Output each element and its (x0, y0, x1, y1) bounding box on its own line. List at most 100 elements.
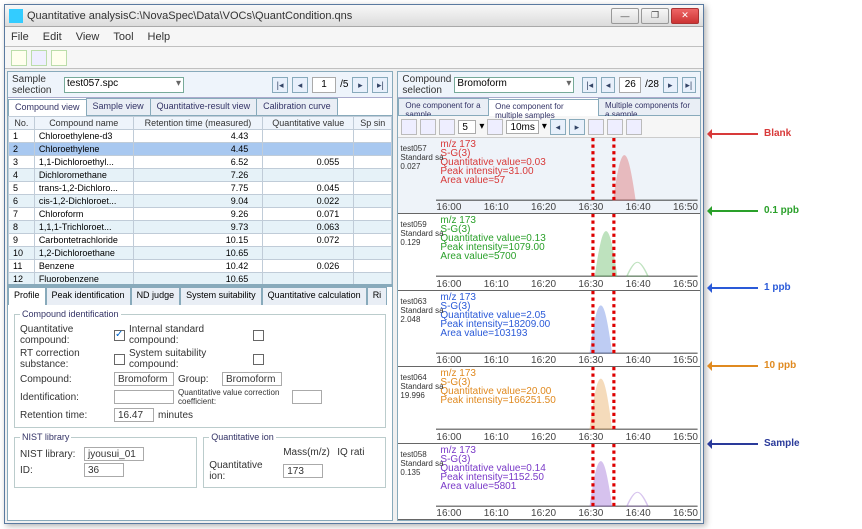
table-row[interactable]: 1Chloroethylene-d34.43 (9, 130, 392, 143)
col-hdr[interactable]: Compound name (34, 117, 133, 130)
chromatogram[interactable]: m/z 173S-G(3)Quantitative value=2.05Peak… (398, 291, 700, 367)
table-row[interactable]: 31,1-Dichloroethyl...6.520.055 (9, 156, 392, 169)
nist-lib-value[interactable]: jyousui_01 (84, 447, 144, 461)
tab-sample-view[interactable]: Sample view (86, 98, 151, 115)
minimize-button[interactable]: — (611, 8, 639, 24)
col-hdr[interactable]: Retention time (measured) (133, 117, 263, 130)
cmp-first-button[interactable]: |◂ (582, 77, 597, 93)
mass-hdr: Mass(m/z) (283, 447, 333, 458)
table-row[interactable]: 101,2-Dichloroethane10.65 (9, 247, 392, 260)
chrom-prev[interactable]: ◂ (550, 119, 566, 135)
sample-first-button[interactable]: |◂ (272, 77, 288, 93)
chromatogram[interactable]: m/z 173S-G(3)Quantitative value=0.14Peak… (398, 444, 700, 520)
chromatogram[interactable]: m/z 173S-G(3)Quantitative value=0.13Peak… (398, 214, 700, 290)
table-row[interactable]: 12Fluorobenzene10.65 (9, 273, 392, 286)
tab-one-multi[interactable]: One component for multiple samples (488, 99, 599, 116)
table-row[interactable]: 2Chloroethylene4.45 (9, 143, 392, 156)
rt-value[interactable]: 16.47 (114, 408, 154, 422)
cell: Chloroethylene-d3 (34, 130, 133, 143)
rtcorr-check[interactable] (114, 354, 125, 365)
qvcc-value[interactable] (292, 390, 322, 404)
menu-edit[interactable]: Edit (43, 31, 62, 43)
cell: 0.072 (263, 234, 354, 247)
sample-prev-button[interactable]: ◂ (292, 77, 308, 93)
cell (354, 208, 392, 221)
chrom-next[interactable]: ▸ (569, 119, 585, 135)
chromatogram[interactable]: m/z 173S-G(3)Quantitative value=0.03Peak… (398, 138, 700, 214)
compound-label: Compound: (20, 374, 110, 385)
nist-id-label: ID: (20, 465, 80, 476)
cell (263, 169, 354, 182)
maximize-button[interactable]: ❐ (641, 8, 669, 24)
tab-nd-judge[interactable]: ND judge (131, 287, 181, 305)
open-icon[interactable] (11, 50, 27, 66)
syssuit-check[interactable] (253, 354, 264, 365)
tab-quant-calc[interactable]: Quantitative calculation (262, 287, 367, 305)
close-button[interactable]: ✕ (671, 8, 699, 24)
col-hdr[interactable]: No. (9, 117, 35, 130)
compound-select[interactable]: Bromoform (454, 77, 574, 93)
cmp-prev-button[interactable]: ◂ (601, 77, 616, 93)
menu-tool[interactable]: Tool (113, 31, 133, 43)
menu-view[interactable]: View (76, 31, 100, 43)
tab-multi-sample[interactable]: Multiple components for a sample (598, 98, 701, 115)
ic-3[interactable] (439, 119, 455, 135)
print-icon[interactable] (51, 50, 67, 66)
nist-legend: NIST library (20, 432, 71, 442)
cell (354, 143, 392, 156)
quant-cmp-check[interactable] (114, 330, 125, 341)
sample-last-button[interactable]: ▸| (372, 77, 388, 93)
cell: 8 (9, 221, 35, 234)
ident-value[interactable] (114, 390, 174, 404)
table-row[interactable]: 6cis-1,2-Dichloroet...9.040.022 (9, 195, 392, 208)
syssuit-label: System suitability compound: (129, 348, 249, 370)
cell: Fluorobenzene (34, 273, 133, 286)
spin-smooth[interactable]: 10ms (506, 120, 538, 134)
tab-one-sample[interactable]: One component for a sample (398, 98, 489, 115)
cell: trans-1,2-Dichloro... (34, 182, 133, 195)
chromatogram[interactable]: m/z 173S-G(3)Quantitative value=20.00Pea… (398, 367, 700, 443)
menu-file[interactable]: File (11, 31, 29, 43)
tab-ri[interactable]: Ri (367, 287, 388, 305)
cell (354, 260, 392, 273)
ic-6[interactable] (626, 119, 642, 135)
spin-rows[interactable]: 5 (458, 120, 476, 134)
table-row[interactable]: 5trans-1,2-Dichloro...7.750.045 (9, 182, 392, 195)
tab-calib-curve[interactable]: Calibration curve (256, 98, 338, 115)
save-icon[interactable] (31, 50, 47, 66)
internal-check[interactable] (253, 330, 264, 341)
refresh-icon[interactable] (588, 119, 604, 135)
cmp-last-button[interactable]: ▸| (682, 77, 697, 93)
cmp-page[interactable]: 26 (619, 77, 641, 93)
cmp-next-button[interactable]: ▸ (663, 77, 678, 93)
sample-next-button[interactable]: ▸ (352, 77, 368, 93)
tab-sys-suit[interactable]: System suitability (180, 287, 262, 305)
quant-ion-value[interactable]: 173 (283, 464, 323, 478)
ic-1[interactable] (401, 119, 417, 135)
tab-profile[interactable]: Profile (8, 287, 46, 305)
tab-quant-result[interactable]: Quantitative-result view (150, 98, 258, 115)
sample-select[interactable]: test057.spc (64, 77, 184, 93)
compound-table-wrap[interactable]: No.Compound nameRetention time (measured… (8, 116, 392, 286)
ic-2[interactable] (420, 119, 436, 135)
menu-help[interactable]: Help (148, 31, 171, 43)
table-row[interactable]: 11Benzene10.420.026 (9, 260, 392, 273)
table-row[interactable]: 81,1,1-Trichloroet...9.730.063 (9, 221, 392, 234)
sample-page[interactable]: 1 (312, 77, 336, 93)
tab-peak-ident[interactable]: Peak identification (46, 287, 131, 305)
cell: 1,1,1-Trichloroet... (34, 221, 133, 234)
cell (354, 234, 392, 247)
table-row[interactable]: 9Carbontetrachloride10.150.072 (9, 234, 392, 247)
table-row[interactable]: 4Dichloromethane7.26 (9, 169, 392, 182)
table-row[interactable]: 7Chloroform9.260.071 (9, 208, 392, 221)
group-value[interactable]: Bromoform (222, 372, 282, 386)
nist-id-value[interactable]: 36 (84, 463, 124, 477)
annotation: 1 ppb (708, 282, 791, 293)
col-hdr[interactable]: Quantitative value (263, 117, 354, 130)
ic-4[interactable] (487, 119, 503, 135)
ic-5[interactable] (607, 119, 623, 135)
col-hdr[interactable]: Sp sin (354, 117, 392, 130)
compound-value[interactable]: Bromoform (114, 372, 174, 386)
cell: 9 (9, 234, 35, 247)
tab-compound-view[interactable]: Compound view (8, 99, 87, 116)
